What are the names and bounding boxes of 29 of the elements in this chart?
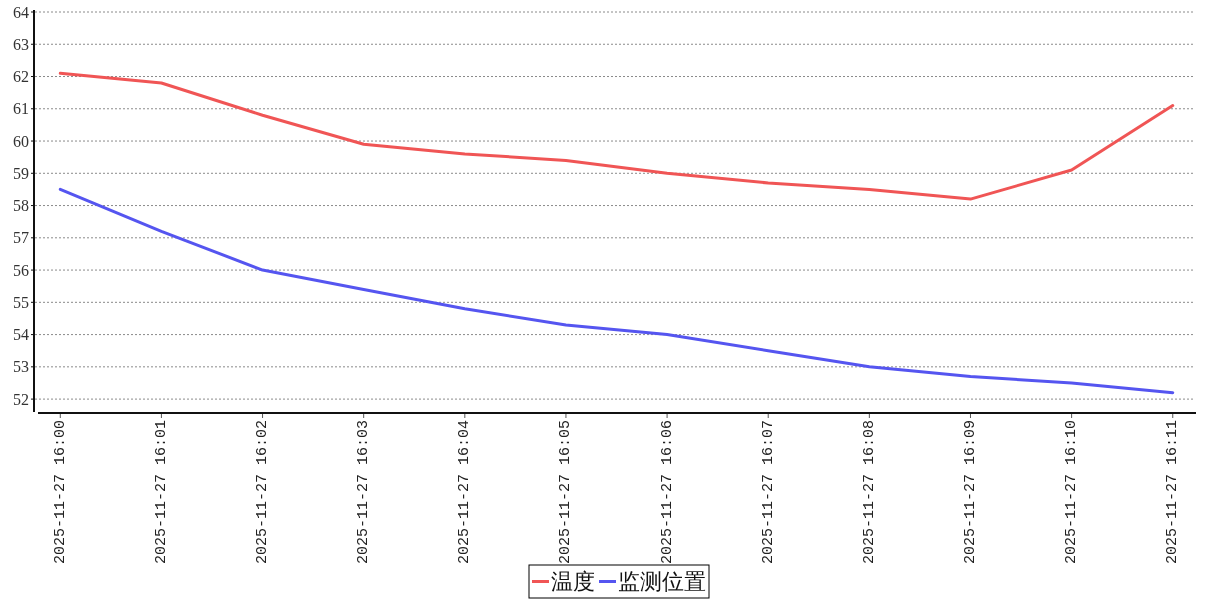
y-tick-label: 54 bbox=[13, 326, 29, 344]
x-tick-label: 2025-11-27 16:06 bbox=[658, 420, 676, 565]
y-tick-label: 59 bbox=[13, 164, 29, 182]
y-tick-label: 57 bbox=[13, 229, 29, 247]
y-tick-label: 62 bbox=[13, 68, 29, 86]
y-tick-label: 61 bbox=[13, 100, 29, 118]
x-tick-label: 2025-11-27 16:00 bbox=[51, 420, 69, 565]
y-tick-label: 58 bbox=[13, 197, 29, 215]
x-tick-label: 2025-11-27 16:01 bbox=[152, 420, 170, 565]
y-tick-label: 55 bbox=[13, 293, 29, 311]
legend-label: 监测位置 bbox=[618, 569, 706, 594]
x-tick-label: 2025-11-27 16:04 bbox=[456, 420, 474, 565]
y-tick-label: 63 bbox=[13, 35, 29, 53]
x-tick-label: 2025-11-27 16:09 bbox=[961, 420, 979, 565]
y-tick-label: 53 bbox=[13, 358, 29, 376]
y-tick-label: 64 bbox=[13, 3, 29, 21]
legend-label: 温度 bbox=[551, 569, 595, 594]
x-tick-label: 2025-11-27 16:11 bbox=[1164, 420, 1182, 565]
x-tick-label: 2025-11-27 16:08 bbox=[860, 420, 878, 565]
x-tick-label: 2025-11-27 16:02 bbox=[254, 420, 272, 565]
x-tick-label: 2025-11-27 16:10 bbox=[1063, 420, 1081, 565]
x-tick-label: 2025-11-27 16:05 bbox=[557, 420, 575, 565]
x-tick-label: 2025-11-27 16:03 bbox=[355, 420, 373, 565]
y-tick-label: 56 bbox=[13, 261, 29, 279]
y-tick-label: 60 bbox=[13, 132, 29, 150]
line-series bbox=[58, 71, 1175, 201]
line-series bbox=[58, 187, 1175, 395]
y-tick-label: 52 bbox=[13, 390, 29, 408]
x-tick-label: 2025-11-27 16:07 bbox=[759, 420, 777, 565]
